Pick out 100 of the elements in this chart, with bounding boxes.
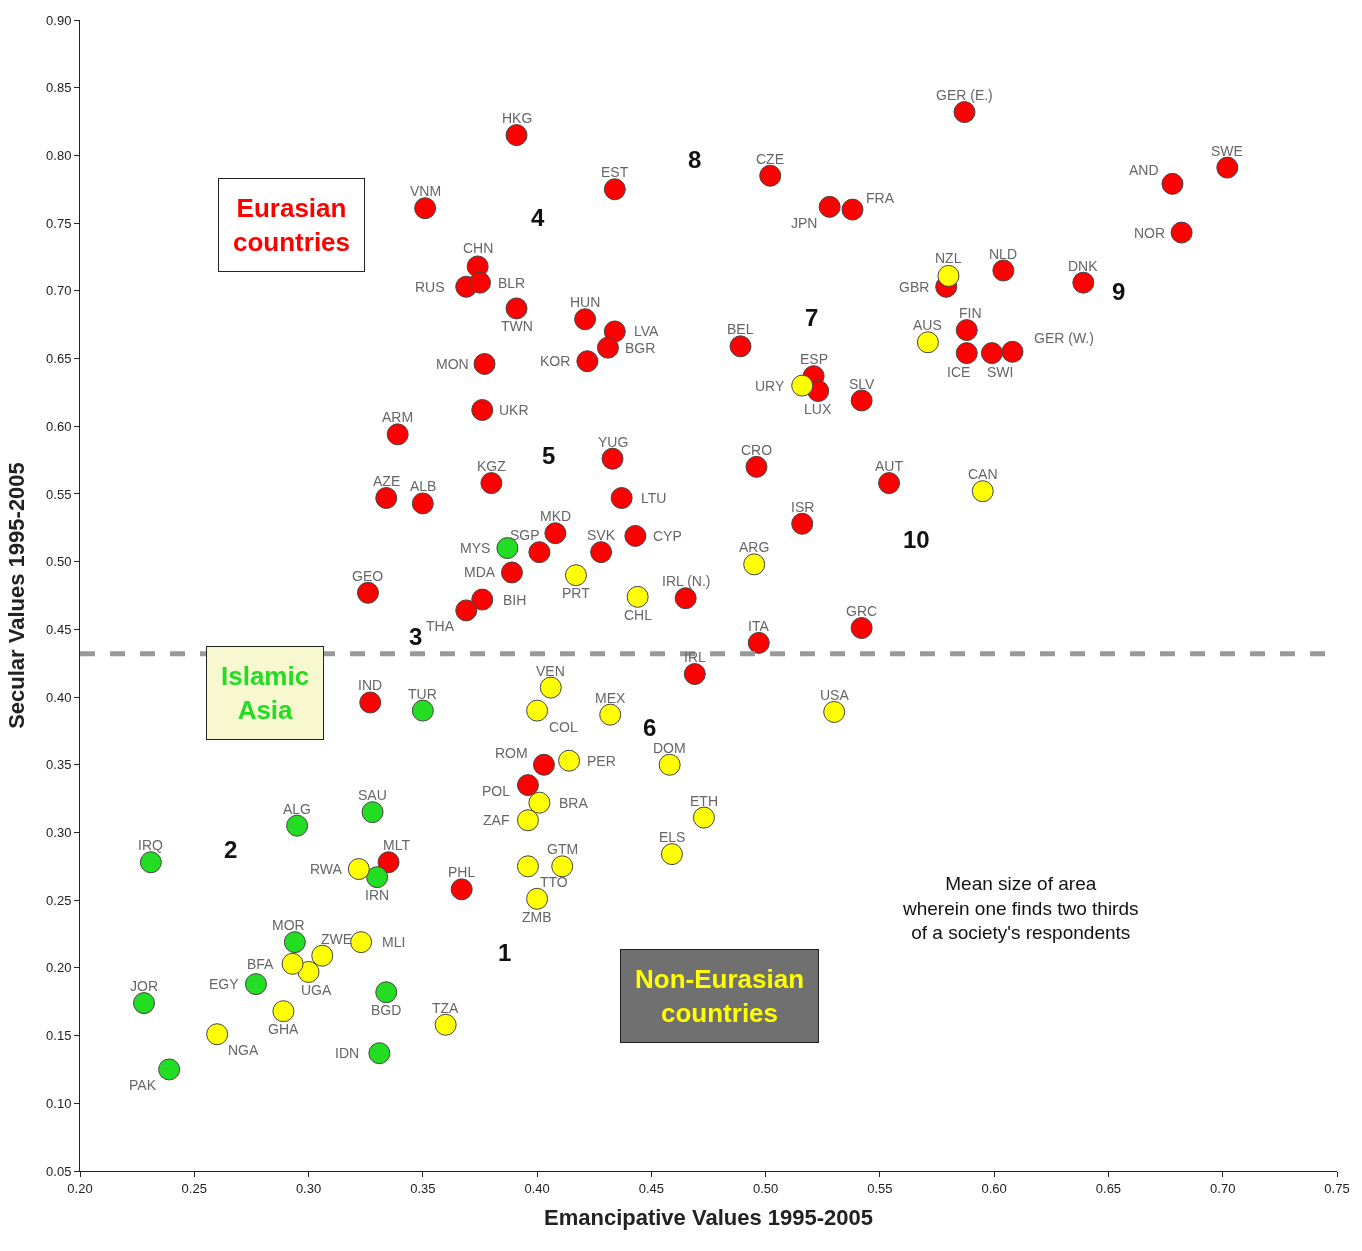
- annotation: HKG: [502, 110, 533, 126]
- point: [471, 398, 494, 421]
- point: [759, 164, 782, 187]
- point: [850, 617, 873, 639]
- point: [526, 887, 549, 910]
- point: [473, 352, 496, 375]
- annotation: FIN: [959, 305, 982, 321]
- point: [878, 472, 901, 495]
- point: [850, 389, 873, 412]
- annotation: GER (E.): [936, 87, 993, 103]
- point: [244, 973, 267, 996]
- annotation: LTU: [641, 490, 667, 506]
- point: [133, 992, 155, 1015]
- annotation: GHA: [268, 1021, 299, 1037]
- point: [139, 851, 162, 874]
- point: [356, 581, 379, 604]
- point: [505, 297, 528, 320]
- point: [916, 331, 939, 354]
- annotation: ARM: [382, 409, 414, 425]
- point: [603, 320, 626, 343]
- annotation: BGD: [371, 1002, 402, 1018]
- annotation: NGA: [228, 1042, 259, 1058]
- annotation: EST: [601, 164, 629, 180]
- point: [574, 308, 597, 331]
- x-tick-label: 0.60: [981, 1180, 1007, 1196]
- point: [526, 699, 549, 722]
- x-tick-label: 0.25: [181, 1180, 207, 1196]
- point: [937, 264, 960, 287]
- y-tick-label: 0.85: [46, 80, 72, 96]
- annotation: 10: [903, 526, 930, 553]
- x-tick-label: 0.40: [524, 1180, 550, 1196]
- y-axis-title: Secular Values 1995-2005: [3, 462, 29, 729]
- annotation: PER: [587, 753, 616, 769]
- point: [528, 541, 551, 564]
- y-tick-label: 0.15: [46, 1028, 72, 1044]
- point: [971, 480, 994, 503]
- point: [590, 541, 613, 564]
- point: [286, 814, 309, 837]
- point: [450, 878, 473, 901]
- annotation: KGZ: [477, 458, 507, 474]
- x-tick-label: 0.70: [1210, 1180, 1236, 1196]
- point: [375, 981, 398, 1004]
- annotation: ZAF: [483, 812, 510, 828]
- point: [674, 587, 697, 610]
- point: [729, 335, 752, 358]
- annotation: PRT: [562, 585, 591, 601]
- point: [658, 753, 681, 776]
- annotation: AUT: [875, 458, 904, 474]
- point: [1170, 221, 1193, 244]
- point: [564, 564, 587, 587]
- annotation: BIH: [503, 592, 527, 608]
- annotation: MKD: [540, 508, 572, 524]
- point: [516, 809, 539, 832]
- annotation: ARG: [739, 539, 770, 555]
- point: [311, 944, 334, 967]
- annotation: SLV: [849, 376, 876, 392]
- point: [206, 1023, 229, 1046]
- point: [283, 931, 306, 954]
- point: [955, 342, 978, 365]
- y-tick-label: 0.40: [46, 689, 72, 705]
- y-tick-label: 0.75: [46, 215, 72, 231]
- point: [791, 374, 814, 397]
- x-tick-label: 0.75: [1324, 1180, 1350, 1196]
- point: [297, 960, 320, 983]
- point: [1001, 340, 1024, 363]
- point: [1216, 156, 1239, 179]
- annotation: DNK: [1068, 258, 1099, 274]
- point: [359, 691, 382, 714]
- point: [414, 197, 437, 220]
- point: [375, 487, 398, 509]
- annotation: COL: [549, 719, 578, 735]
- annotation: HUN: [570, 294, 601, 310]
- annotation: MON: [436, 356, 469, 372]
- annotation: AND: [1129, 162, 1159, 178]
- annotation: 4: [531, 204, 545, 231]
- point: [791, 512, 814, 535]
- x-tick-label: 0.45: [638, 1180, 665, 1196]
- x-tick-label: 0.55: [867, 1180, 893, 1196]
- y-tick-label: 0.05: [46, 1163, 72, 1179]
- annotation: Mean size of area wherein one finds two thirds of a society's respondents: [902, 873, 1139, 944]
- point: [818, 195, 841, 218]
- annotation: TTO: [540, 874, 568, 890]
- annotation: 5: [542, 442, 556, 469]
- annotation: BGR: [625, 340, 656, 356]
- annotation: 1: [498, 939, 512, 966]
- annotation: ICE: [947, 364, 971, 380]
- y-tick-label: 0.10: [46, 1095, 72, 1111]
- point: [551, 855, 574, 878]
- text: Eurasian countries: [233, 193, 351, 257]
- annotation: ITA: [748, 618, 770, 634]
- annotation: TZA: [432, 1000, 460, 1016]
- point: [841, 198, 864, 221]
- annotation: IRQ: [138, 837, 163, 853]
- annotation: GBR: [899, 279, 930, 295]
- annotation: IND: [358, 677, 383, 693]
- annotation: MLI: [382, 934, 406, 950]
- annotation: PHL: [448, 864, 476, 880]
- point: [366, 866, 389, 889]
- annotation: MEX: [595, 690, 626, 706]
- point: [471, 588, 494, 611]
